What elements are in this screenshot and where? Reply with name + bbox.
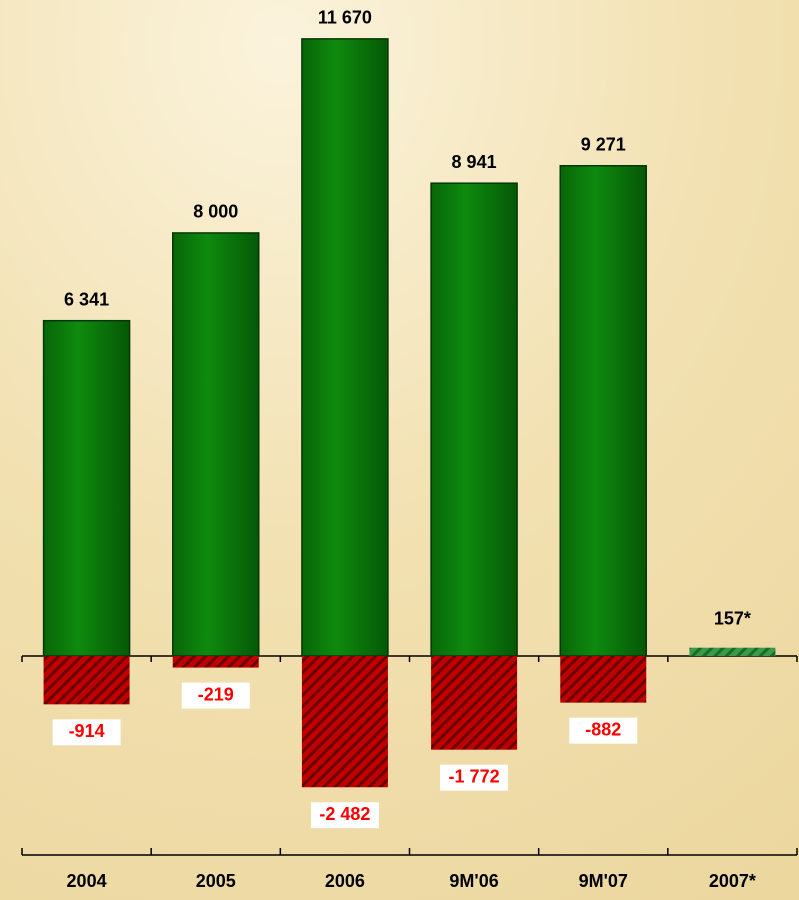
label-background [310,802,379,829]
bar [172,232,260,657]
data-label: 8 941 [452,152,497,172]
data-label: 11 670 [318,8,372,28]
x-tick-label: 2005 [196,871,236,891]
data-label: -914 [69,721,105,741]
label-background [52,719,121,746]
x-tick-label: 2004 [67,871,107,891]
data-label: 8 000 [193,202,238,222]
bar [172,656,259,668]
bar [301,656,388,788]
x-tick-label: 9M'07 [579,871,628,891]
label-background [181,682,250,709]
bar [430,182,518,657]
data-label: 157* [714,608,751,628]
bar [43,656,130,705]
bar [689,647,776,657]
data-label: 6 341 [64,289,109,309]
x-tick-label: 2007* [709,871,756,891]
bar [301,38,389,657]
data-label: -2 482 [319,804,370,824]
data-label: -219 [198,684,234,704]
data-label: -1 772 [449,766,500,786]
label-background [569,717,638,744]
bar [431,656,518,750]
data-label: -882 [585,719,621,739]
bar [560,656,647,703]
data-label: 9 271 [581,134,626,154]
x-tick-label: 2006 [325,871,365,891]
bar [42,319,131,657]
plot-area: 6 341 8 000 11 670 8 941 9 271 157* -914 -219 -2… [21,8,798,891]
x-tick-label: 9M'06 [449,871,498,891]
bar [559,164,647,657]
label-background [440,764,509,791]
